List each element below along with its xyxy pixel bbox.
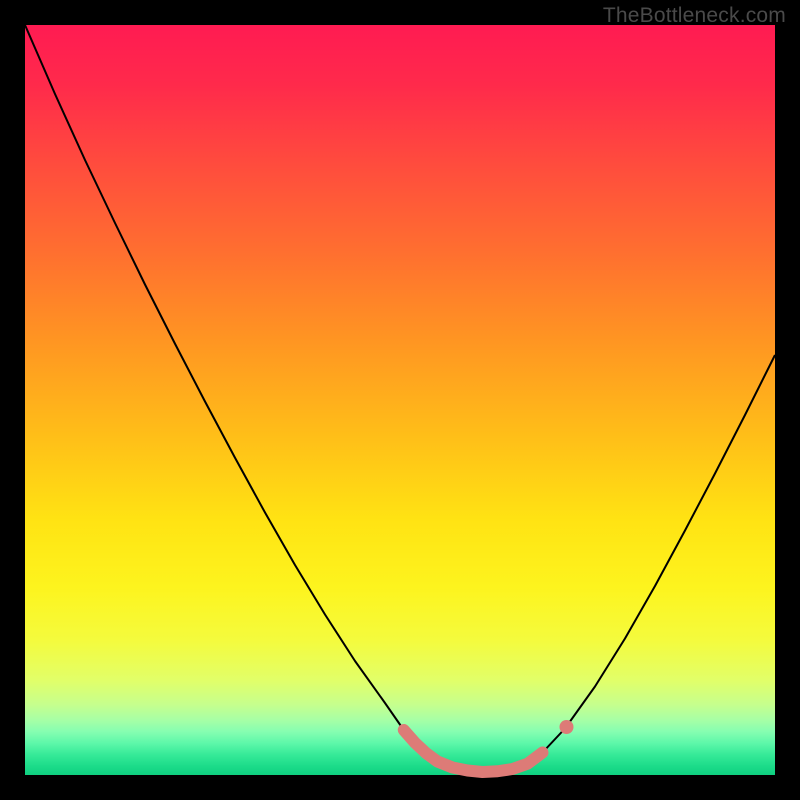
bottleneck-chart: TheBottleneck.com: [0, 0, 800, 800]
chart-svg: [0, 0, 800, 800]
highlight-end-dot: [560, 720, 574, 734]
watermark-text: TheBottleneck.com: [603, 4, 786, 28]
